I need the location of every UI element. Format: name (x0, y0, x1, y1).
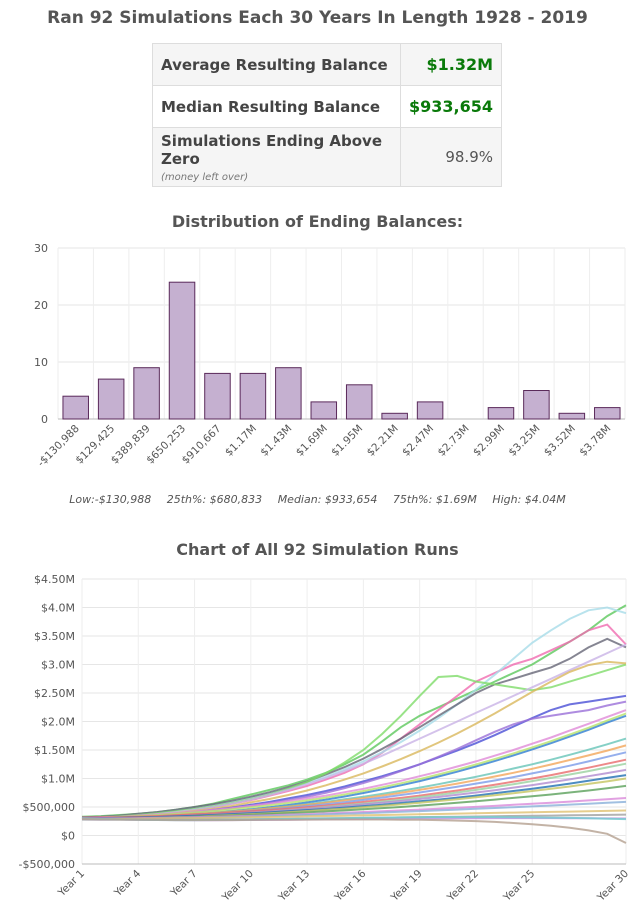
runs-ytick-label: $4.50M (34, 573, 75, 586)
hist-bar (523, 390, 550, 420)
hist-category-label: $2.47M (400, 423, 436, 459)
stat-value: 98.9% (399, 127, 503, 187)
stats-table: Average Resulting Balance $1.32M Median … (152, 43, 503, 187)
stat-sublabel: (money left over) (161, 171, 249, 183)
hist-category-label: $2.73M (436, 423, 472, 459)
simulation-run-line (81, 643, 627, 820)
simulation-run-line (81, 818, 627, 844)
runs-xtick-label: Year 30 (594, 868, 631, 905)
hist-bar (487, 407, 515, 420)
histogram-chart: 0102030-$130,988$129,425$389,839$650,253… (34, 242, 626, 470)
summary-p75: 75th%: $1.69M (392, 493, 477, 506)
stats-row-average: Average Resulting Balance $1.32M (152, 43, 503, 86)
hist-category-label: $3.78M (577, 423, 613, 459)
simulation-run-line (81, 637, 627, 819)
hist-category-label: -$130,988 (35, 423, 82, 470)
hist-bar (345, 384, 373, 420)
hist-ytick-label: 30 (34, 242, 48, 255)
simulation-run-line (81, 758, 627, 819)
hist-bar (310, 401, 338, 420)
simulation-run-line (81, 712, 627, 820)
hist-bar (168, 281, 196, 420)
summary-p25: 25th%: $680,833 (166, 493, 263, 506)
runs-xtick-label: Year 4 (111, 867, 143, 899)
hist-ytick-label: 10 (34, 356, 48, 369)
runs-ytick-label: $0 (61, 830, 75, 843)
hist-category-label: $3.25M (506, 423, 542, 459)
hist-bar (97, 378, 125, 420)
summary-stats: Low:-$130,988 25th%: $680,833 Median: $9… (0, 493, 635, 506)
summary-low: Low:-$130,988 (69, 493, 152, 506)
runs-title: Chart of All 92 Simulation Runs (176, 540, 459, 559)
stats-row-median: Median Resulting Balance $933,654 (152, 85, 503, 128)
runs-xtick-label: Year 7 (168, 868, 200, 900)
page-title: Ran 92 Simulations Each 30 Years In Leng… (47, 8, 588, 28)
runs-ytick-label: $1.50M (34, 744, 75, 757)
hist-bar (133, 367, 160, 420)
hist-bar (381, 412, 408, 420)
hist-category-label: $1.17M (223, 423, 259, 459)
runs-xtick-label: Year 19 (388, 868, 425, 905)
histogram-title: Distribution of Ending Balances: (171, 212, 464, 231)
hist-ytick-label: 0 (41, 413, 48, 426)
hist-ytick-label: 20 (34, 299, 48, 312)
runs-xtick-label: Year 10 (219, 868, 256, 905)
runs-xtick-label: Year 22 (444, 868, 481, 905)
runs-ytick-label: $1.0M (41, 773, 75, 786)
runs-xtick-label: Year 16 (332, 867, 369, 904)
runs-ytick-label: $3.50M (34, 630, 75, 643)
hist-bar (594, 407, 621, 420)
stat-label: Simulations Ending Above Zero (money left… (152, 127, 401, 187)
hist-category-label: $1.43M (258, 423, 294, 459)
hist-bar (239, 372, 267, 420)
hist-category-label: $2.21M (365, 423, 401, 459)
runs-ytick-label: -$500,000 (19, 858, 75, 871)
runs-ytick-label: $500,000 (23, 801, 76, 814)
hist-category-label: $1.69M (294, 423, 330, 459)
runs-ytick-label: $3.0M (41, 659, 75, 672)
hist-category-label: $910,667 (180, 423, 224, 467)
runs-ytick-label: $4.0M (41, 602, 75, 615)
hist-bar (275, 367, 302, 420)
runs-xtick-label: Year 25 (501, 868, 538, 905)
summary-median: Median: $933,654 (277, 493, 378, 506)
simulation-run-line (82, 809, 627, 820)
runs-chart: -$500,000 $0 $500,000 $1.0M $1.50M $2.0M $2.50… (19, 573, 632, 905)
runs-ytick-label: $2.0M (41, 716, 75, 729)
stat-value: $1.32M (399, 43, 503, 86)
hist-category-label: $1.95M (329, 423, 365, 459)
runs-ytick-label: $2.50M (34, 687, 75, 700)
stat-value: $933,654 (399, 85, 503, 128)
hist-bar (558, 412, 586, 420)
summary-high: High: $4.04M (492, 493, 566, 506)
hist-bar (62, 395, 89, 420)
runs-xtick-label: Year 1 (55, 868, 87, 900)
hist-bar (416, 401, 444, 420)
stat-label: Average Resulting Balance (152, 43, 401, 86)
hist-bar (204, 372, 231, 420)
hist-category-label: $3.52M (542, 423, 578, 459)
stat-label: Median Resulting Balance (152, 85, 401, 128)
runs-xtick-label: Year 13 (275, 868, 312, 905)
stats-row-above-zero: Simulations Ending Above Zero (money left… (152, 127, 503, 187)
hist-category-label: $2.99M (471, 423, 507, 459)
